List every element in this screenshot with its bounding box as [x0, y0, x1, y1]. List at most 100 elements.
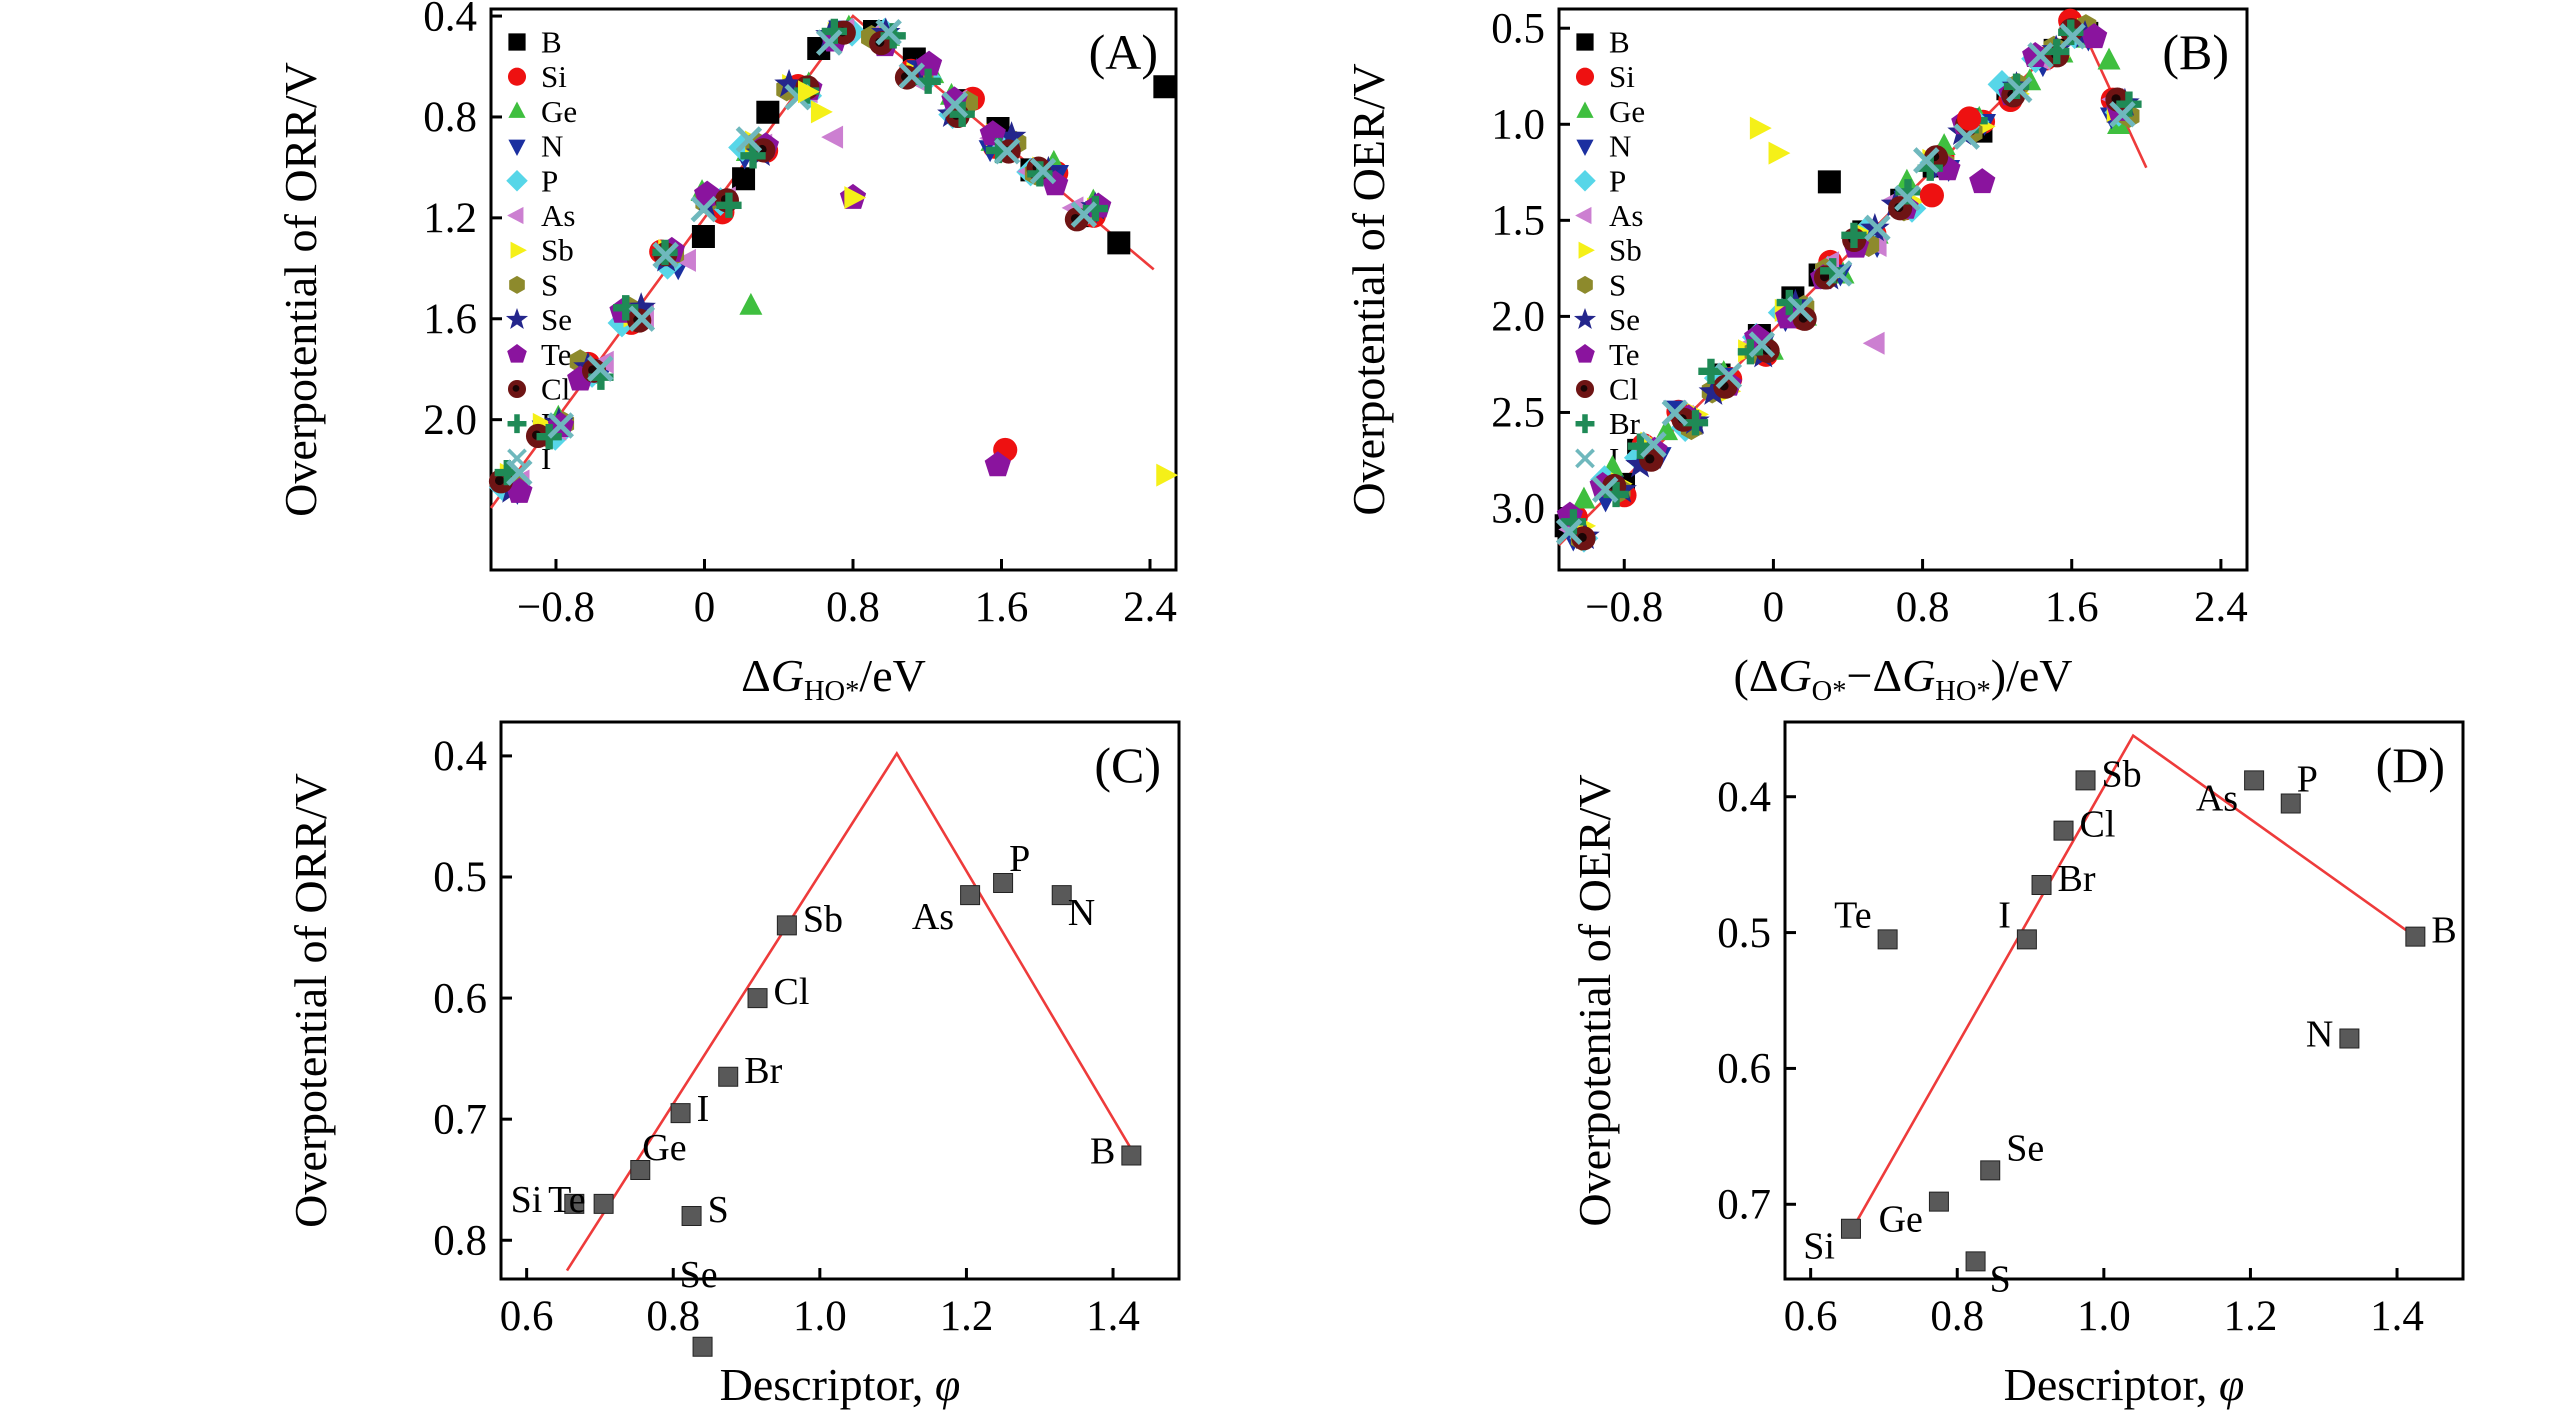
svg-text:Sb: Sb [2102, 753, 2142, 795]
svg-text:0.6: 0.6 [433, 975, 487, 1022]
svg-text:ΔGHO*/eV: ΔGHO*/eV [741, 650, 926, 707]
svg-text:1.2: 1.2 [423, 195, 477, 242]
svg-text:B: B [541, 25, 562, 60]
svg-text:Se: Se [2006, 1127, 2044, 1169]
svg-text:Overpotential of ORR/V: Overpotential of ORR/V [285, 773, 336, 1228]
svg-text:Cl: Cl [774, 971, 810, 1013]
svg-text:1.6: 1.6 [2045, 584, 2099, 631]
svg-text:Ge: Ge [1609, 94, 1645, 129]
svg-text:Sb: Sb [1609, 233, 1642, 268]
svg-text:0.6: 0.6 [500, 1293, 554, 1340]
svg-text:1.5: 1.5 [1491, 198, 1545, 245]
svg-text:Sb: Sb [541, 233, 574, 268]
svg-text:0.8: 0.8 [646, 1293, 700, 1340]
svg-text:1.4: 1.4 [1086, 1293, 1140, 1340]
svg-text:Overpotential of ORR/V: Overpotential of ORR/V [275, 62, 326, 517]
svg-text:0.7: 0.7 [1717, 1181, 1771, 1228]
svg-text:0.5: 0.5 [1491, 5, 1545, 52]
svg-text:1.2: 1.2 [940, 1293, 994, 1340]
svg-text:N: N [1609, 129, 1631, 164]
svg-text:1.4: 1.4 [2370, 1293, 2424, 1340]
svg-text:0.5: 0.5 [1717, 910, 1771, 957]
svg-text:0.8: 0.8 [1896, 584, 1950, 631]
svg-text:B: B [1090, 1130, 1115, 1172]
svg-text:1.0: 1.0 [793, 1293, 847, 1340]
svg-text:N: N [2306, 1014, 2333, 1056]
svg-text:Se: Se [541, 302, 572, 337]
svg-text:Descriptor, φ: Descriptor, φ [720, 1359, 961, 1410]
svg-text:0.8: 0.8 [826, 584, 880, 631]
svg-text:N: N [1068, 892, 1095, 934]
svg-text:0.6: 0.6 [1717, 1046, 1771, 1093]
svg-text:0.4: 0.4 [433, 733, 487, 780]
svg-text:(C): (C) [1094, 737, 1161, 793]
svg-text:Te: Te [541, 337, 572, 372]
svg-text:3.0: 3.0 [1491, 486, 1545, 533]
svg-text:S: S [1609, 267, 1626, 302]
svg-text:0.5: 0.5 [433, 854, 487, 901]
svg-text:Ge: Ge [642, 1127, 686, 1169]
svg-text:1.6: 1.6 [423, 296, 477, 343]
svg-text:P: P [1009, 838, 1030, 880]
svg-text:Si: Si [1803, 1226, 1835, 1268]
svg-text:0.4: 0.4 [1717, 774, 1771, 821]
svg-text:(B): (B) [2162, 24, 2229, 80]
svg-text:As: As [541, 198, 575, 233]
svg-text:2.0: 2.0 [1491, 294, 1545, 341]
svg-text:B: B [1609, 25, 1630, 60]
svg-text:Si: Si [1609, 59, 1635, 94]
svg-text:Overpotential of OER/V: Overpotential of OER/V [1343, 63, 1394, 515]
svg-text:1.6: 1.6 [975, 584, 1029, 631]
svg-text:0.6: 0.6 [1784, 1293, 1838, 1340]
svg-text:Cl: Cl [541, 372, 570, 407]
svg-text:Br: Br [2058, 858, 2096, 900]
svg-text:0.8: 0.8 [1930, 1293, 1984, 1340]
svg-text:S: S [1990, 1258, 2011, 1300]
svg-text:−0.8: −0.8 [1585, 584, 1663, 631]
svg-text:P: P [1609, 163, 1626, 198]
svg-text:0.8: 0.8 [423, 94, 477, 141]
svg-text:Te: Te [1834, 894, 1871, 936]
svg-text:S: S [541, 267, 558, 302]
svg-text:I: I [1998, 894, 2011, 936]
svg-text:Ge: Ge [1879, 1199, 1923, 1241]
svg-text:0: 0 [694, 584, 716, 631]
svg-text:(ΔGO*−ΔGHO*)/eV: (ΔGO*−ΔGHO*)/eV [1734, 650, 2073, 707]
svg-text:Ge: Ge [541, 94, 577, 129]
svg-text:(A): (A) [1089, 24, 1158, 80]
svg-text:Si: Si [541, 59, 567, 94]
svg-text:0.7: 0.7 [433, 1096, 487, 1143]
svg-text:As: As [1609, 198, 1643, 233]
svg-text:Sb: Sb [803, 898, 843, 940]
svg-text:I: I [697, 1088, 710, 1130]
svg-text:2.5: 2.5 [1491, 390, 1545, 437]
svg-text:As: As [2196, 777, 2238, 819]
svg-text:0: 0 [1763, 584, 1785, 631]
svg-text:Overpotential of OER/V: Overpotential of OER/V [1569, 774, 1620, 1226]
svg-text:1.2: 1.2 [2224, 1293, 2278, 1340]
svg-text:B: B [2431, 910, 2456, 952]
svg-text:P: P [541, 163, 558, 198]
svg-text:As: As [912, 896, 954, 938]
svg-text:2.0: 2.0 [423, 397, 477, 444]
svg-text:Cl: Cl [2080, 804, 2116, 846]
svg-text:Br: Br [744, 1050, 782, 1092]
svg-text:P: P [2297, 759, 2318, 801]
svg-text:−0.8: −0.8 [517, 584, 595, 631]
svg-text:(D): (D) [2376, 737, 2445, 793]
svg-text:1.0: 1.0 [1491, 101, 1545, 148]
svg-text:0.4: 0.4 [423, 0, 477, 40]
svg-text:Te: Te [1609, 337, 1640, 372]
svg-text:S: S [708, 1189, 729, 1231]
svg-text:Cl: Cl [1609, 372, 1638, 407]
svg-text:0.8: 0.8 [433, 1217, 487, 1264]
svg-text:Se: Se [680, 1254, 718, 1296]
svg-text:Descriptor, φ: Descriptor, φ [2004, 1359, 2245, 1410]
svg-text:N: N [541, 129, 563, 164]
svg-text:2.4: 2.4 [1123, 584, 1177, 631]
svg-text:1.0: 1.0 [2077, 1293, 2131, 1340]
svg-text:2.4: 2.4 [2194, 584, 2248, 631]
svg-text:Te: Te [548, 1179, 585, 1221]
svg-text:Si: Si [511, 1179, 543, 1221]
svg-text:Se: Se [1609, 302, 1640, 337]
